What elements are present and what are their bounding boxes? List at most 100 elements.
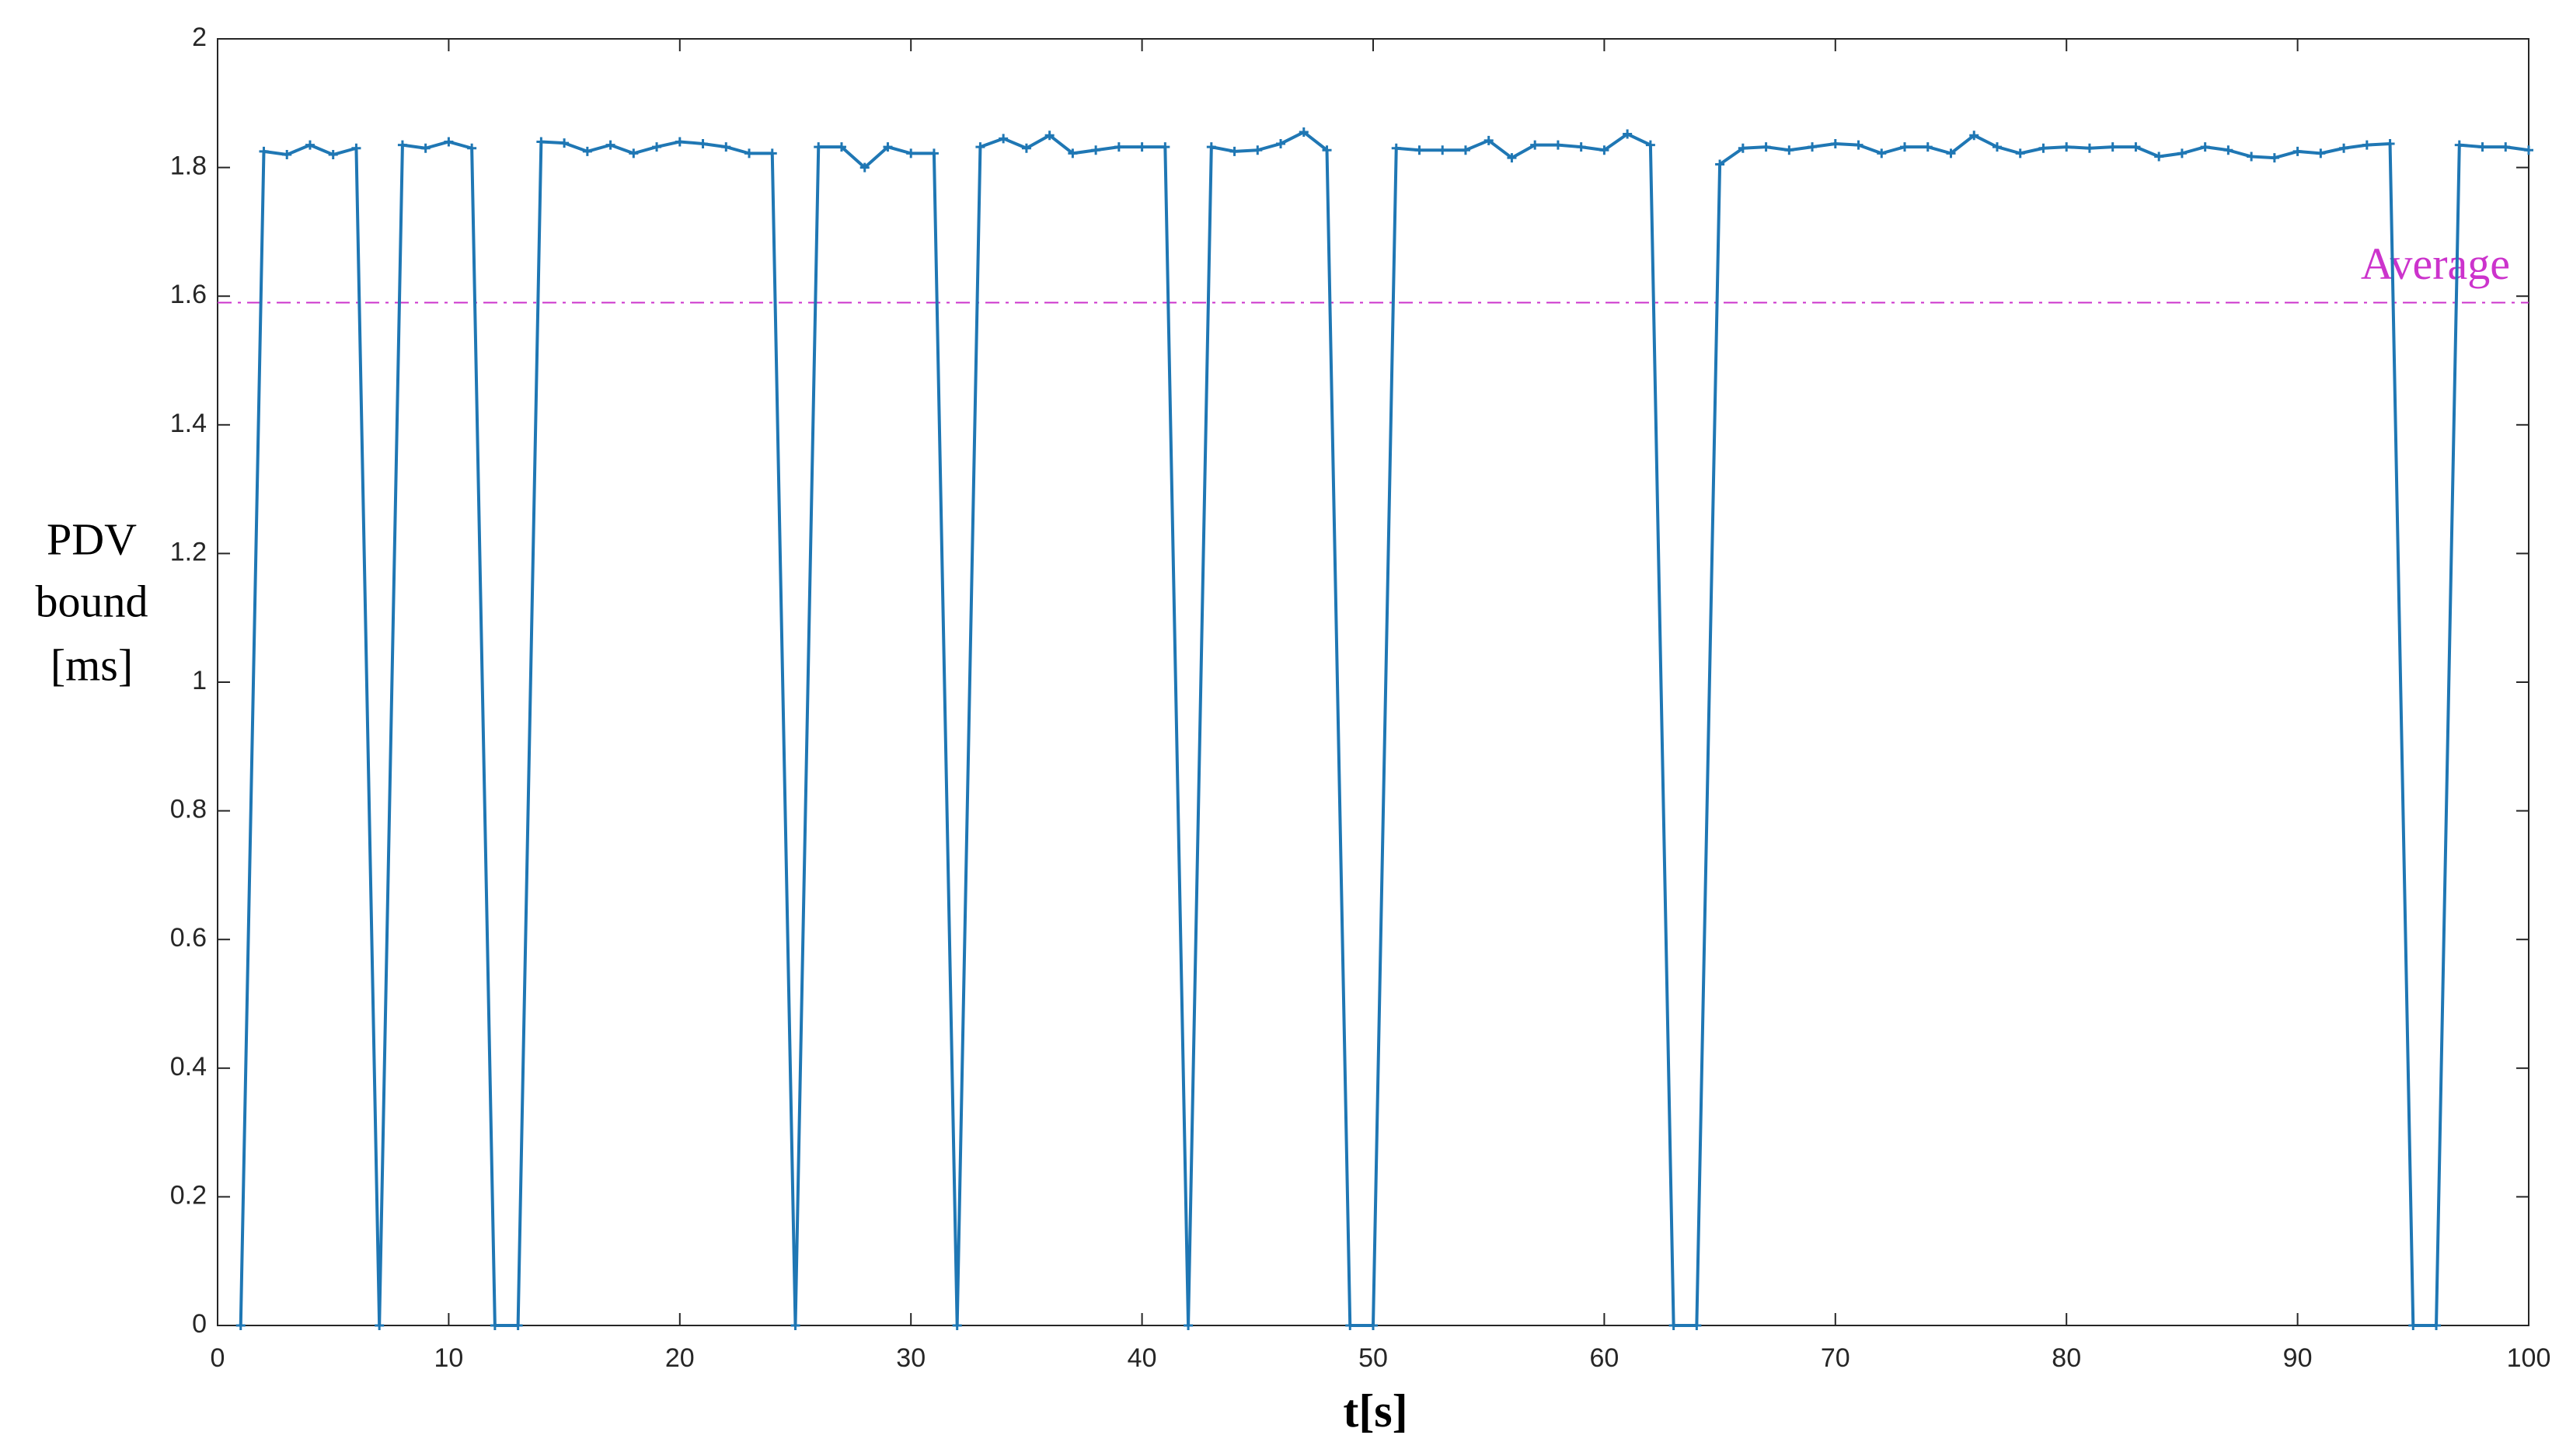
x-tick-label: 40 [1128,1343,1157,1373]
data-marker [698,138,708,148]
data-marker [536,137,546,147]
data-marker [929,148,939,158]
data-marker [1299,127,1309,138]
data-marker [975,142,985,152]
data-marker [767,148,777,158]
data-marker [1114,142,1124,152]
data-marker [1391,143,1401,153]
y-axis-label: PDV [47,514,137,564]
data-marker [675,137,685,147]
x-tick-label: 20 [665,1343,695,1373]
data-marker [1923,142,1933,152]
y-tick-label: 2 [192,23,207,52]
data-marker [397,140,407,150]
data-marker [2038,143,2048,153]
data-marker [2316,148,2326,158]
y-tick-label: 0.6 [170,923,207,953]
data-marker [836,142,846,152]
data-marker [2062,142,2072,152]
data-marker [859,162,870,172]
y-tick-label: 0.4 [170,1052,207,1082]
data-marker [652,142,662,152]
y-tick-label: 0 [192,1309,207,1339]
data-marker [1830,138,1840,148]
x-tick-label: 0 [211,1343,225,1373]
data-marker [1946,148,1956,158]
data-marker [1715,159,1725,169]
data-marker [328,150,338,160]
y-tick-label: 1.8 [170,152,207,181]
data-marker [560,138,570,148]
data-marker [883,142,893,152]
data-marker [1044,131,1055,141]
data-marker [629,148,639,158]
data-marker [1414,145,1424,155]
data-marker [1623,129,1633,139]
data-marker [1229,146,1239,156]
data-marker [1645,140,1655,150]
data-marker [1368,1321,1378,1330]
data-marker [906,148,916,158]
data-marker [1253,145,1263,155]
data-marker [1576,142,1586,152]
data-marker [1668,1321,1679,1330]
data-marker [1992,142,2002,152]
data-marker [1137,142,1147,152]
data-marker [2454,140,2464,150]
data-marker [2362,140,2372,150]
data-marker [1160,142,1170,152]
data-marker [305,140,315,150]
data-marker [235,1321,246,1330]
data-marker [2339,143,2349,153]
data-marker [2269,153,2279,163]
data-marker [1345,1321,1355,1330]
data-marker [721,142,731,152]
data-marker [999,134,1009,144]
x-tick-label: 30 [896,1343,926,1373]
y-tick-label: 1.6 [170,280,207,309]
data-marker [2292,146,2303,156]
data-marker [1276,138,1286,148]
data-marker [1507,153,1517,163]
data-marker [952,1321,962,1330]
data-marker [2177,148,2187,158]
data-marker [1761,142,1771,152]
data-marker [2131,142,2141,152]
average-label: Average [2361,239,2510,289]
data-marker [2524,145,2533,155]
y-tick-label: 1.2 [170,537,207,566]
y-tick-label: 1 [192,666,207,695]
data-marker [1483,135,1494,145]
data-marker [1021,143,1031,153]
data-marker [1784,145,1794,155]
data-marker [2015,148,2025,158]
data-marker [2223,145,2233,155]
data-marker [2084,143,2094,153]
x-tick-label: 100 [2507,1343,2551,1373]
x-tick-label: 50 [1358,1343,1388,1373]
data-marker [351,143,361,153]
x-tick-label: 70 [1821,1343,1850,1373]
y-axis-label: bound [36,576,148,626]
data-marker [814,142,824,152]
data-marker [490,1321,500,1330]
x-tick-label: 90 [2283,1343,2313,1373]
data-marker [1438,145,1448,155]
data-marker [1530,140,1540,150]
data-marker [259,146,269,156]
data-marker [1853,140,1863,150]
data-marker [1738,143,1748,153]
data-marker [790,1321,800,1330]
data-marker [375,1321,385,1330]
data-marker [1877,148,1887,158]
data-marker [1091,145,1101,155]
data-marker [1206,142,1216,152]
data-marker [1553,140,1563,150]
data-marker [744,148,755,158]
data-marker [1068,148,1078,158]
data-marker [1900,142,1910,152]
y-tick-label: 1.4 [170,409,207,438]
